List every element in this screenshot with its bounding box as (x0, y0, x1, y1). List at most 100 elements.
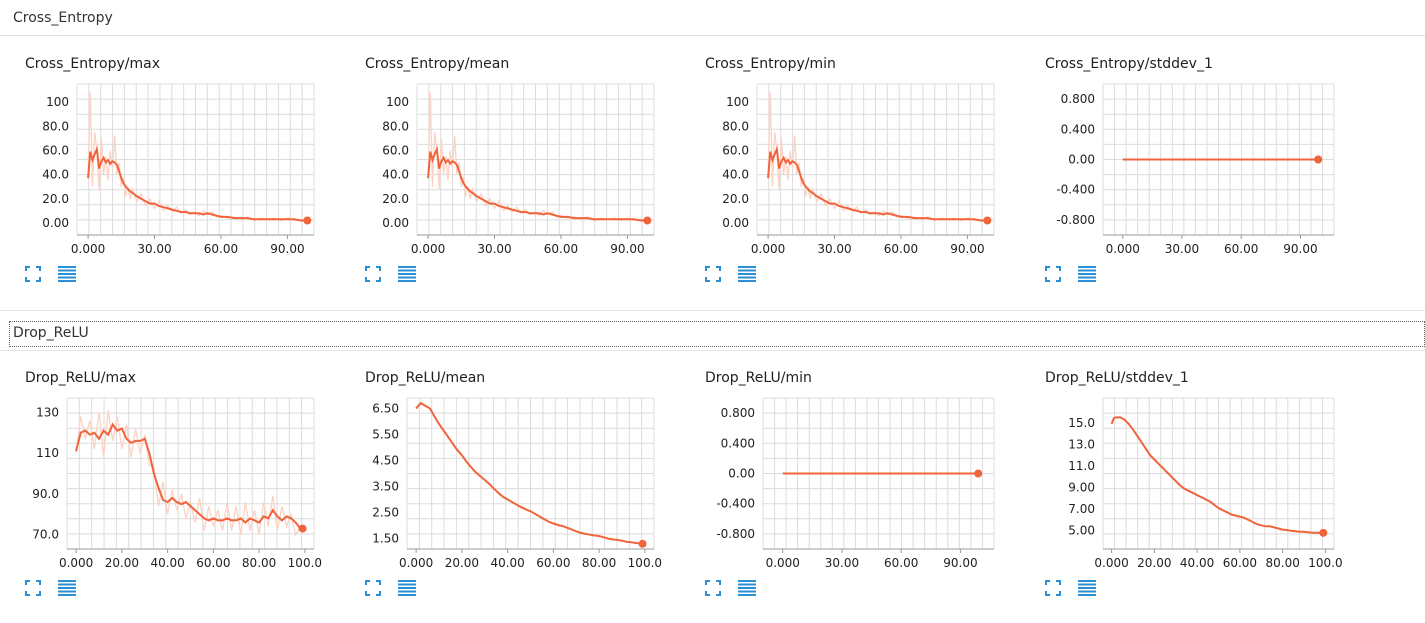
x-tick-label: 30.00 (825, 556, 859, 570)
y-tick-label: 60.0 (382, 143, 409, 157)
x-tick-label: 40.00 (150, 556, 184, 570)
x-tick-label: 60.00 (884, 556, 918, 570)
y-tick-label: 110 (36, 446, 59, 460)
scalar-card: Drop_ReLU/max 130 110 90.0 70.0 0.000 20.00 40.… (25, 370, 355, 610)
fullscreen-icon[interactable] (1045, 266, 1061, 282)
series-line (427, 145, 648, 222)
y-tick-label: 1.50 (372, 532, 399, 546)
x-tick-label: 60.00 (544, 242, 578, 256)
section-header-drop-relu[interactable]: Drop_ReLU (9, 321, 1425, 347)
card-title: Drop_ReLU/stddev_1 (1045, 370, 1189, 386)
x-tick-label: 90.00 (270, 242, 304, 256)
y-tick-label: 0.400 (1061, 122, 1095, 136)
section-header-cross-entropy[interactable]: Cross_Entropy (0, 0, 1425, 36)
data-table-icon[interactable] (57, 579, 77, 597)
y-tick-label: -0.400 (1056, 183, 1095, 197)
section-divider (0, 350, 1425, 351)
last-point-marker (298, 524, 307, 533)
y-tick-label: 40.0 (722, 168, 749, 182)
scalar-card: Drop_ReLU/mean 6.50 5.50 4.50 3.50 2.50 1.50 0.… (365, 370, 695, 610)
series-line (87, 145, 308, 222)
x-tick-label: 100.0 (288, 556, 322, 570)
y-tick-label: 7.00 (1068, 502, 1095, 516)
x-tick-label: 30.00 (1165, 242, 1199, 256)
y-tick-label: 3.50 (372, 480, 399, 494)
fullscreen-icon[interactable] (1045, 580, 1061, 596)
raw-series-line (87, 92, 308, 222)
scalar-card: Cross_Entropy/stddev_1 0.800 0.400 0.00 -0.4… (1045, 56, 1375, 296)
card-title: Drop_ReLU/min (705, 370, 812, 386)
x-tick-label: 0.000 (1106, 242, 1140, 256)
data-table-icon[interactable] (397, 265, 417, 283)
data-table-icon[interactable] (397, 579, 417, 597)
x-tick-label: 0.000 (766, 556, 800, 570)
line-chart[interactable]: 100 80.0 60.0 40.0 20.0 0.000.000 30.00 60.00 90… (705, 82, 1005, 267)
y-tick-label: 70.0 (32, 528, 59, 542)
fullscreen-icon[interactable] (365, 580, 381, 596)
data-table-icon[interactable] (1077, 265, 1097, 283)
y-tick-label: 0.00 (1068, 153, 1095, 167)
x-tick-label: 60.00 (1223, 556, 1257, 570)
line-chart[interactable]: 15.0 13.0 11.0 9.00 7.00 5.00 0.000 20.00 40.00 6… (1045, 396, 1345, 581)
fullscreen-icon[interactable] (705, 266, 721, 282)
y-tick-label: 90.0 (32, 487, 59, 501)
last-point-marker (303, 216, 312, 225)
line-chart[interactable]: 100 80.0 60.0 40.0 20.0 0.000.000 30.00 60.00 90… (25, 82, 325, 267)
y-tick-label: 0.00 (42, 216, 69, 230)
x-tick-label: 100.0 (1308, 556, 1342, 570)
x-tick-label: 90.00 (610, 242, 644, 256)
section-title: Drop_ReLU (13, 325, 89, 341)
data-table-icon[interactable] (1077, 579, 1097, 597)
fullscreen-icon[interactable] (705, 580, 721, 596)
x-tick-label: 20.00 (1137, 556, 1171, 570)
section-divider (0, 310, 1425, 311)
y-tick-label: 0.800 (1061, 92, 1095, 106)
x-tick-label: 0.000 (59, 556, 93, 570)
x-tick-label: 60.00 (536, 556, 570, 570)
y-tick-label: 0.00 (382, 216, 409, 230)
data-table-icon[interactable] (737, 579, 757, 597)
fullscreen-icon[interactable] (25, 580, 41, 596)
y-tick-label: 40.0 (42, 168, 69, 182)
scalar-card: Cross_Entropy/min 100 80.0 60.0 40.0 20.0 0.00… (705, 56, 1035, 296)
y-tick-label: 0.00 (722, 216, 749, 230)
scalar-card: Drop_ReLU/min 0.800 0.400 0.00 -0.400 -0.800 0… (705, 370, 1035, 610)
x-tick-label: 20.00 (105, 556, 139, 570)
fullscreen-icon[interactable] (25, 266, 41, 282)
x-tick-label: 80.00 (1265, 556, 1299, 570)
last-point-marker (638, 539, 647, 548)
scalar-card: Cross_Entropy/mean 100 80.0 60.0 40.0 20.0 0.0… (365, 56, 695, 296)
data-table-icon[interactable] (57, 265, 77, 283)
y-tick-label: 11.0 (1068, 459, 1095, 473)
scalar-card: Cross_Entropy/max 100 80.0 60.0 40.0 20.0 0.00… (25, 56, 355, 296)
x-tick-label: 0.000 (1094, 556, 1128, 570)
y-tick-label: -0.400 (716, 497, 755, 511)
y-tick-label: 5.50 (372, 427, 399, 441)
y-tick-label: 9.00 (1068, 481, 1095, 495)
card-title: Cross_Entropy/min (705, 56, 836, 72)
section-title: Cross_Entropy (13, 10, 113, 26)
last-point-marker (974, 469, 983, 478)
line-chart[interactable]: 0.800 0.400 0.00 -0.400 -0.800 0.000 30.00 60.0… (1045, 82, 1345, 267)
x-tick-label: 90.00 (943, 556, 977, 570)
fullscreen-icon[interactable] (365, 266, 381, 282)
y-tick-label: 13.0 (1068, 437, 1095, 451)
x-tick-label: 30.00 (137, 242, 171, 256)
line-chart[interactable]: 0.800 0.400 0.00 -0.400 -0.800 0.000 30.00 60.0… (705, 396, 1005, 581)
line-chart[interactable]: 100 80.0 60.0 40.0 20.0 0.000.000 30.00 60.00 90… (365, 82, 665, 267)
y-tick-label: 100 (726, 95, 749, 109)
x-tick-label: 0.000 (751, 242, 785, 256)
data-table-icon[interactable] (737, 265, 757, 283)
y-tick-label: 0.400 (721, 436, 755, 450)
x-tick-label: 0.000 (399, 556, 433, 570)
line-chart[interactable]: 6.50 5.50 4.50 3.50 2.50 1.500.000 20.00 40.00 6… (365, 396, 665, 581)
y-tick-label: 80.0 (722, 119, 749, 133)
x-tick-label: 60.00 (196, 556, 230, 570)
series-line (767, 145, 988, 222)
x-tick-label: 100.0 (628, 556, 662, 570)
series-line (1110, 416, 1324, 534)
y-tick-label: -0.800 (1056, 213, 1095, 227)
card-title: Cross_Entropy/stddev_1 (1045, 56, 1213, 72)
last-point-marker (1314, 155, 1323, 164)
line-chart[interactable]: 130 110 90.0 70.00.000 20.00 40.00 60.00 80.00 1… (25, 396, 325, 581)
